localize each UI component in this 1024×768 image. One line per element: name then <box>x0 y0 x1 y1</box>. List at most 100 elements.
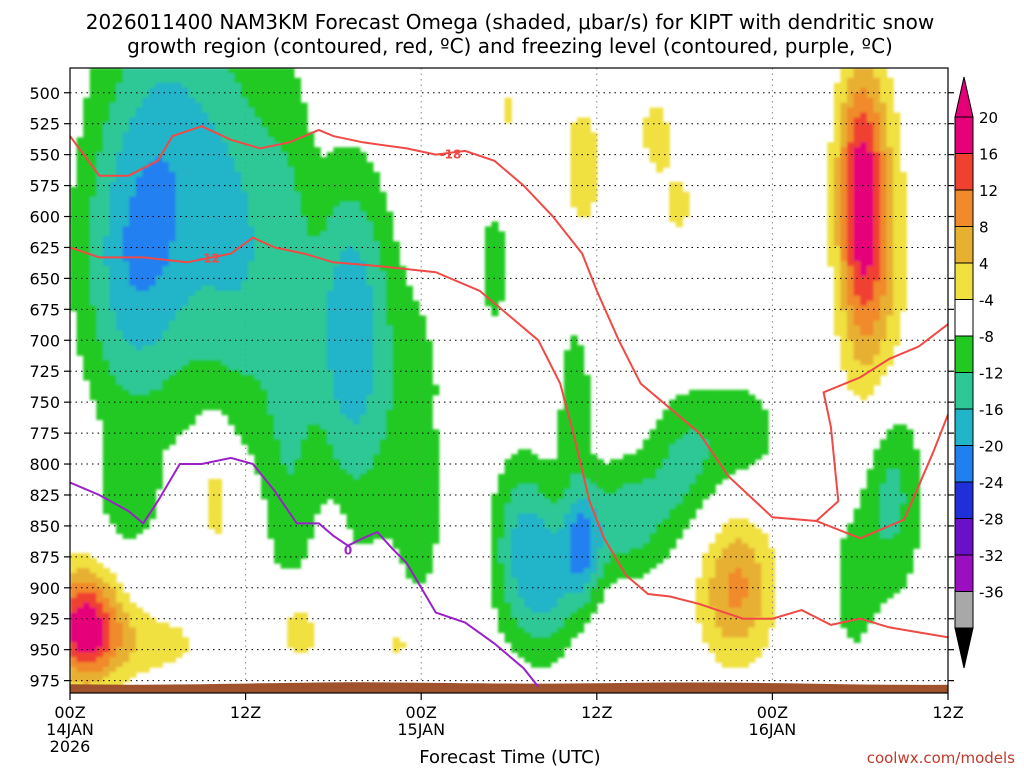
omega-cell <box>83 320 91 327</box>
omega-cell <box>168 112 176 119</box>
omega-cell <box>313 310 321 317</box>
omega-cell <box>247 325 255 331</box>
omega-cell <box>511 597 519 604</box>
omega-cell <box>379 414 387 421</box>
omega-cell <box>195 300 203 307</box>
omega-cell <box>247 201 255 208</box>
omega-cell <box>175 310 183 317</box>
omega-cell <box>320 389 328 396</box>
omega-cell <box>96 102 104 109</box>
omega-cell <box>142 632 150 638</box>
omega-cell <box>122 672 130 678</box>
omega-cell <box>208 157 216 163</box>
omega-cell <box>155 365 163 371</box>
omega-cell <box>274 345 282 351</box>
omega-cell <box>181 221 190 228</box>
omega-cell <box>379 330 387 336</box>
omega-cell <box>168 439 176 445</box>
omega-cell <box>214 384 223 391</box>
omega-cell <box>379 335 387 341</box>
omega-cell <box>175 365 183 371</box>
omega-cell <box>300 503 308 510</box>
omega-cell <box>366 429 374 435</box>
omega-cell <box>504 538 512 544</box>
omega-cell <box>208 73 216 79</box>
omega-cell <box>333 196 341 203</box>
omega-cell <box>326 370 334 376</box>
omega-cell <box>214 493 223 500</box>
omega-cell <box>267 379 275 386</box>
omega-cell <box>234 275 242 282</box>
omega-cell <box>83 577 91 584</box>
omega-cell <box>399 340 407 346</box>
omega-cell <box>208 394 216 401</box>
omega-cell <box>544 622 552 629</box>
omega-cell <box>96 414 104 421</box>
omega-cell <box>122 518 130 525</box>
omega-cell <box>208 325 216 331</box>
omega-cell <box>517 568 525 574</box>
omega-cell <box>287 181 295 188</box>
omega-cell <box>149 637 157 643</box>
omega-cell <box>386 241 394 247</box>
omega-cell <box>116 167 124 173</box>
omega-cell <box>504 573 512 579</box>
omega-cell <box>274 503 282 510</box>
omega-cell <box>162 191 170 198</box>
omega-cell <box>247 370 255 376</box>
omega-cell <box>89 256 97 262</box>
omega-cell <box>372 325 381 331</box>
omega-cell <box>293 87 302 94</box>
omega-cell <box>293 152 302 158</box>
omega-cell <box>195 181 203 188</box>
omega-cell <box>392 330 400 336</box>
omega-cell <box>280 478 288 485</box>
omega-cell <box>530 528 539 534</box>
omega-cell <box>201 389 209 396</box>
omega-cell <box>550 518 558 525</box>
omega-cell <box>333 493 341 500</box>
omega-cell <box>208 112 216 119</box>
omega-cell <box>254 251 262 257</box>
omega-cell <box>241 271 249 277</box>
omega-cell <box>412 568 420 574</box>
omega-cell <box>102 186 111 193</box>
omega-cell <box>544 553 552 559</box>
omega-cell <box>498 508 506 515</box>
omega-cell <box>267 137 275 143</box>
omega-cell <box>195 122 203 129</box>
omega-cell <box>135 642 144 648</box>
omega-cell <box>511 483 519 490</box>
omega-cell <box>188 310 196 317</box>
omega-cell <box>214 102 223 109</box>
omega-cell <box>491 295 499 302</box>
omega-cell <box>254 211 262 218</box>
omega-cell <box>517 587 525 594</box>
omega-cell <box>326 271 334 277</box>
omega-cell <box>109 127 117 133</box>
omega-cell <box>149 434 157 440</box>
omega-cell <box>386 488 394 495</box>
omega-cell <box>379 295 387 302</box>
omega-cell <box>386 261 394 267</box>
omega-cell <box>524 657 532 663</box>
omega-cell <box>300 127 308 133</box>
omega-cell <box>353 518 361 525</box>
omega-cell <box>142 211 150 218</box>
omega-cell <box>109 488 117 495</box>
omega-cell <box>300 256 308 262</box>
omega-cell <box>333 360 341 366</box>
omega-cell <box>346 275 354 282</box>
omega-cell <box>135 439 144 445</box>
omega-cell <box>412 523 420 529</box>
omega-cell <box>511 493 519 500</box>
omega-cell <box>293 221 302 228</box>
omega-cell <box>195 142 203 148</box>
omega-cell <box>142 483 150 490</box>
omega-cell <box>241 374 249 381</box>
omega-cell <box>109 97 117 104</box>
omega-cell <box>89 657 97 663</box>
omega-cell <box>102 394 111 401</box>
omega-cell <box>214 137 223 143</box>
omega-cell <box>517 498 525 505</box>
